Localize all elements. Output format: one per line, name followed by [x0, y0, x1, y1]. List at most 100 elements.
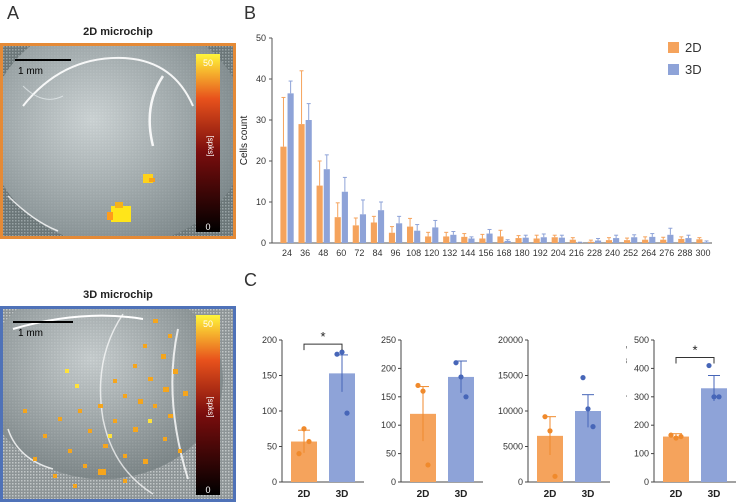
bar-3D — [685, 238, 692, 243]
x-tick-label: 48 — [318, 248, 328, 258]
y-tick-label: 100 — [381, 420, 396, 430]
microchip-3d-picture: 1 mm 50 0 [spks] — [3, 309, 233, 499]
legend-label-3D: 3D — [685, 62, 702, 77]
x-tick-label: 96 — [391, 248, 401, 258]
x-tick-label: 288 — [677, 248, 692, 258]
bar-2D — [388, 232, 396, 243]
bar-3D — [703, 242, 710, 243]
y-tick-label: 100 — [634, 449, 649, 459]
bar-2D — [497, 236, 504, 243]
bar-3D — [649, 236, 656, 243]
bar-3D — [323, 169, 330, 243]
bar-3D — [377, 210, 385, 243]
y-tick-label: 50 — [386, 449, 396, 459]
data-point-3D — [344, 410, 350, 416]
y-tick-label: 15000 — [498, 371, 523, 381]
x-tick-label: 24 — [282, 248, 292, 258]
bar-2D — [334, 217, 341, 243]
microchip-2d-colorbar-min: 0 — [205, 222, 210, 232]
y-tick-label: 0 — [518, 477, 523, 487]
bar-3D — [631, 237, 638, 243]
significance-star: * — [692, 343, 697, 358]
x-tick-label: 228 — [587, 248, 602, 258]
y-tick-label: 20000 — [498, 335, 523, 345]
x-tick-label: 60 — [336, 248, 346, 258]
y-tick-label: 20 — [256, 156, 266, 166]
legend-label-2D: 2D — [685, 40, 702, 55]
data-point-3D — [580, 375, 586, 381]
bar-3D — [594, 240, 602, 243]
legend-swatch-3D — [668, 64, 679, 75]
bar-3D — [558, 237, 565, 243]
x-tick-label: 3D — [455, 489, 468, 500]
data-point-2D — [301, 426, 307, 432]
data-point-2D — [415, 382, 421, 389]
y-tick-label: 400 — [634, 363, 649, 373]
x-tick-label: 204 — [551, 248, 566, 258]
x-tick-label: 144 — [460, 248, 475, 258]
bar-3D — [701, 388, 727, 482]
microchip-2d-title: 2D microchip — [83, 26, 153, 38]
bar-2D — [696, 239, 703, 243]
significance-bracket — [303, 343, 343, 351]
y-axis-label: Cells count — [239, 116, 250, 166]
bar-3D — [667, 234, 674, 243]
x-tick-label: 192 — [533, 248, 548, 258]
bar-2D — [569, 239, 576, 243]
y-tick-label: 200 — [634, 420, 649, 430]
bar-3D — [613, 238, 620, 243]
x-tick-label: 3D — [708, 489, 721, 500]
bar-3D — [414, 230, 421, 243]
y-tick-label: 200 — [381, 363, 396, 373]
y-tick-label: 40 — [256, 74, 266, 84]
bar-2D — [515, 238, 522, 243]
y-tick-label: 10 — [256, 197, 266, 207]
microchip-3d-colorbar-unit: [spks] — [206, 397, 215, 418]
data-point-2D — [668, 432, 674, 438]
y-tick-label: 0 — [644, 477, 649, 487]
bar-3D — [448, 376, 474, 482]
data-point-2D — [296, 451, 302, 457]
x-tick-label: 2D — [670, 489, 683, 500]
x-tick-label: 252 — [623, 248, 638, 258]
bar-2D — [425, 236, 432, 243]
bar-3D — [522, 237, 529, 243]
bar-2D — [605, 240, 613, 243]
bar-2D — [443, 236, 450, 243]
data-point-3D — [590, 424, 596, 430]
y-tick-label: 300 — [634, 392, 649, 402]
x-tick-label: 120 — [424, 248, 439, 258]
data-point-2D — [673, 435, 679, 441]
y-tick-label: 200 — [262, 335, 277, 345]
y-tick-label: 50 — [267, 442, 277, 452]
x-tick-label: 264 — [641, 248, 656, 258]
x-tick-label: 276 — [659, 248, 674, 258]
y-tick-label: 500 — [634, 335, 649, 345]
x-tick-label: 84 — [372, 248, 382, 258]
microchip-2d-colorbar-max: 50 — [203, 58, 213, 68]
y-tick-label: 10000 — [498, 406, 523, 416]
bar-3D — [359, 214, 367, 243]
data-point-2D — [306, 438, 312, 445]
bar-2D — [280, 146, 287, 243]
bar-2D — [479, 238, 486, 243]
bar-2D — [587, 241, 594, 243]
y-axis-label: Peak-To-Peak Amplitude [µV] — [626, 345, 627, 476]
y-tick-label: 50 — [256, 33, 266, 43]
bar-3D — [540, 237, 547, 243]
x-tick-label: 3D — [582, 489, 595, 500]
x-tick-label: 2D — [298, 489, 311, 500]
bar-2D — [660, 239, 667, 243]
x-tick-label: 3D — [336, 489, 349, 500]
x-tick-label: 2D — [417, 489, 430, 500]
number-of-spikes-chart: 05000100001500020000Number of spikes [#]… — [498, 335, 610, 500]
x-tick-label: 216 — [569, 248, 584, 258]
y-tick-label: 5000 — [503, 442, 523, 452]
bar-2D — [623, 240, 631, 243]
y-tick-label: 150 — [381, 392, 396, 402]
bar-3D — [396, 223, 403, 243]
x-tick-label: 168 — [497, 248, 512, 258]
x-tick-label: 108 — [406, 248, 421, 258]
